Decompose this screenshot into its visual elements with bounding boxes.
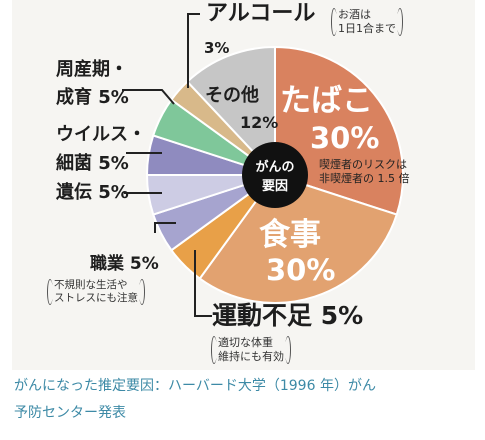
leader-shusanki [122,89,175,105]
leader-lines [122,13,212,317]
center-label-line2: 要因 [262,179,288,194]
pie-slices [145,45,404,304]
chart-panel: がんの 要因 たばこ 30% 喫煙者のリスクは 非喫煙者の 1.5 倍 食事 3… [12,0,475,370]
leader-alcohol [187,13,200,88]
pie-chart: がんの 要因 [122,13,404,317]
label-shokuji-pct: 30% [266,253,336,287]
label-sonota-name: その他 [205,85,259,106]
label-alcohol-pct: 3% [204,39,230,57]
label-shokugyo: 職業 5% [90,254,159,274]
leader-shokugyo [154,222,176,233]
caption-line1: がんになった推定要因：ハーバード大学（1996 年）がん [14,378,376,394]
label-sonota-pct: 12% [240,113,279,132]
figure-caption: がんになった推定要因：ハーバード大学（1996 年）がん 予防センター発表 [14,373,474,427]
label-tabako-name: たばこ [280,83,373,119]
center-hub [242,142,308,208]
label-alcohol-name: アルコール [206,1,316,26]
label-shokuji-name: 食事 [259,217,321,253]
note-tabako: 喫煙者のリスクは 非喫煙者の 1.5 倍 [319,158,410,185]
caption-line2: 予防センター発表 [14,405,126,421]
note-undo: 適切な体重 維持にも有効 [211,336,291,364]
note-shokugyo: 不規則な生活や ストレスにも注意 [47,279,145,306]
leader-undo [194,250,212,317]
pie-slice-8 [185,45,276,178]
label-shusanki: 周産期・ 成育 5% [56,59,129,108]
label-tabako-pct: 30% [310,121,380,155]
center-label-line1: がんの [255,159,294,175]
note-alcohol: お酒は 1日1合まで [331,8,403,36]
label-iden: 遺伝 5% [56,182,129,203]
label-undo: 運動不足 5% [212,301,364,330]
label-virus: ウイルス・ 細菌 5% [56,124,146,174]
pie-slice-1 [198,173,399,304]
